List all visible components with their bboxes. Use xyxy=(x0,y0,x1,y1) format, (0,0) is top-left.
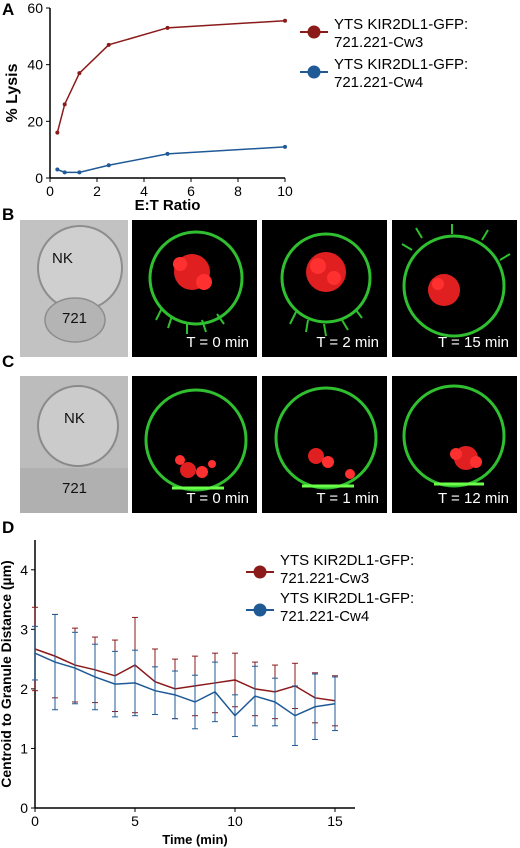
data-point xyxy=(77,170,82,175)
legend-marker-d-cw3 xyxy=(246,565,274,579)
lysis-legend: YTS KIR2DL1-GFP: 721.221-Cw3 YTS KIR2DL1… xyxy=(300,8,520,118)
x-tick-label: 0 xyxy=(31,813,39,829)
fluorescence-cell-c2 xyxy=(274,386,378,490)
data-point xyxy=(62,102,67,107)
y-tick-label: 0 xyxy=(35,170,43,186)
legend-marker-d-cw4 xyxy=(246,603,274,617)
fluorescence-image-c3: T = 12 min xyxy=(392,376,517,513)
granule-distance-chart: 0 5 10 15 0 1 2 3 4 Time (min) Centroid to Granule… xyxy=(0,540,355,847)
data-point xyxy=(62,170,67,175)
series-line-cw4 xyxy=(57,146,286,174)
time-label-c1: T = 0 min xyxy=(186,490,249,507)
time-label-b2: T = 2 min xyxy=(316,334,379,351)
y-axis-label: Centroid to Granule Distance (µm) xyxy=(0,560,14,787)
time-label-c2: T = 1 min xyxy=(316,490,379,507)
legend-label-d-cw4-line2: 721.221-Cw4 xyxy=(280,608,370,625)
panel-label-c: C xyxy=(2,352,15,371)
x-axis-label: Time (min) xyxy=(162,832,228,847)
x-tick-label: 10 xyxy=(277,183,293,199)
nk-cell-label-b: NK xyxy=(52,250,73,267)
data-point xyxy=(106,42,111,47)
legend-label-d-cw3-line2: 721.221-Cw3 xyxy=(280,570,370,587)
fluorescence-image-b2: T = 2 min xyxy=(262,220,387,357)
data-point xyxy=(283,144,287,149)
fluorescence-cell-b2 xyxy=(280,232,372,337)
series-line-cw3 xyxy=(34,648,336,702)
x-tick-label: 0 xyxy=(46,183,54,199)
y-tick-label: 20 xyxy=(27,113,43,129)
y-tick-label: 0 xyxy=(20,800,28,816)
legend-marker-cw4 xyxy=(300,65,328,79)
data-point xyxy=(283,18,287,23)
target-cell-label-b: 721 xyxy=(62,310,88,327)
brightfield-cells-c xyxy=(20,376,128,513)
x-tick-label: 6 xyxy=(187,183,195,199)
x-tick-label: 10 xyxy=(227,813,243,829)
fluorescence-cell-c1 xyxy=(144,388,248,492)
y-tick-label: 60 xyxy=(27,0,43,16)
fluorescence-cell-b1 xyxy=(148,230,244,334)
x-axis-label: E:T Ratio xyxy=(135,197,201,214)
data-point xyxy=(55,130,60,135)
data-point xyxy=(165,25,170,30)
data-point xyxy=(106,163,111,168)
y-axis-label: % Lysis xyxy=(4,63,21,122)
legend-label-cw3-line2: 721.221-Cw3 xyxy=(334,34,424,51)
x-tick-label: 2 xyxy=(93,183,101,199)
brightfield-cells-b xyxy=(20,220,128,357)
y-tick-label: 3 xyxy=(20,621,28,637)
fluorescence-image-c1: T = 0 min xyxy=(132,376,257,513)
time-label-c3: T = 12 min xyxy=(437,490,509,507)
nk-cell-label-c: NK xyxy=(64,410,85,427)
x-tick-label: 4 xyxy=(140,183,148,199)
fluorescence-image-b1: T = 0 min xyxy=(132,220,257,357)
brightfield-image-b: NK 721 xyxy=(20,220,128,357)
distance-legend: YTS KIR2DL1-GFP: 721.221-Cw3 YTS KIR2DL1… xyxy=(246,552,466,652)
target-cell-label-c: 721 xyxy=(62,480,88,497)
data-point xyxy=(165,151,170,156)
legend-label-d-cw4-line1: YTS KIR2DL1-GFP: xyxy=(280,590,415,607)
y-tick-label: 40 xyxy=(27,57,43,73)
panel-label-a: A xyxy=(2,0,15,19)
data-point xyxy=(77,71,82,76)
panel-label-d: D xyxy=(2,518,15,537)
y-tick-label: 2 xyxy=(20,681,28,697)
fluorescence-image-b3: T = 15 min xyxy=(392,220,517,357)
time-label-b3: T = 15 min xyxy=(437,334,509,351)
x-tick-label: 8 xyxy=(234,183,242,199)
y-tick-label: 4 xyxy=(20,562,28,578)
fluorescence-image-c2: T = 1 min xyxy=(262,376,387,513)
y-tick-label: 1 xyxy=(20,740,28,756)
brightfield-image-c: NK 721 xyxy=(20,376,128,513)
data-point xyxy=(55,167,60,172)
series-line-cw3 xyxy=(56,20,286,133)
series-line-cw4 xyxy=(34,652,336,717)
panel-label-b: B xyxy=(2,205,15,224)
legend-label-d-cw3-line1: YTS KIR2DL1-GFP: xyxy=(280,552,415,569)
fluorescence-cell-c3 xyxy=(402,384,506,488)
fluorescence-cell-b3 xyxy=(401,224,511,338)
legend-marker-cw3 xyxy=(300,25,328,39)
lysis-chart: 0 2 4 6 8 10 0 20 40 60 E:T Ratio % Lysis xyxy=(4,0,293,214)
legend-label-cw4-line1: YTS KIR2DL1-GFP: xyxy=(334,56,469,73)
x-tick-label: 5 xyxy=(131,813,139,829)
time-label-b1: T = 0 min xyxy=(186,334,249,351)
legend-label-cw3-line1: YTS KIR2DL1-GFP: xyxy=(334,16,469,33)
legend-label-cw4-line2: 721.221-Cw4 xyxy=(334,74,424,91)
x-tick-label: 15 xyxy=(327,813,343,829)
